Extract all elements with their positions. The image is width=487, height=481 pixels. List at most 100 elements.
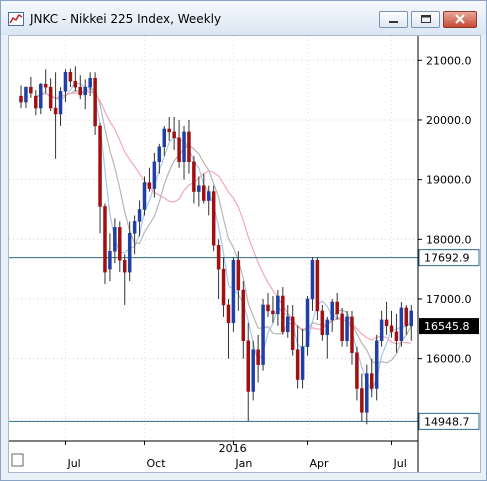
candle-up (206, 191, 211, 201)
horizontal-line-label: 14948.7 (424, 415, 470, 428)
candle-down (172, 131, 176, 139)
candle-down (340, 313, 344, 341)
grid (9, 36, 418, 441)
candle-down (384, 319, 389, 327)
candle-up (379, 319, 384, 341)
y-tick-label: 16000.0 (426, 353, 472, 366)
candle-up (113, 227, 117, 252)
candlestick-chart[interactable]: 15000.016000.017000.018000.019000.020000… (9, 36, 480, 472)
candle-down (34, 95, 38, 109)
candle-down (271, 310, 275, 315)
candle-down (48, 86, 53, 109)
close-button[interactable] (443, 11, 477, 28)
candle-down (221, 268, 226, 306)
candle-down (187, 131, 191, 162)
candle-up (142, 182, 147, 210)
candle-down (29, 86, 33, 94)
candle-down (290, 316, 295, 350)
candle-down (295, 349, 300, 380)
candle-down (404, 307, 409, 327)
y-tick-label: 18000.0 (426, 233, 472, 246)
price-labels: 17692.9 14948.7 16545.8 (418, 249, 480, 430)
candle-down (177, 137, 181, 162)
candle-up (197, 185, 201, 192)
candle-down (266, 304, 270, 312)
maximize-icon (421, 15, 431, 23)
candle-down (211, 191, 216, 246)
moving-averages (35, 82, 412, 393)
candle-down (147, 182, 152, 189)
y-axis: 15000.016000.017000.018000.019000.020000… (418, 54, 472, 425)
candle-up (325, 319, 330, 336)
candle-up (108, 250, 112, 270)
candle-down (19, 95, 23, 103)
candle-down (246, 340, 250, 392)
candle-up (409, 310, 414, 327)
candle-down (43, 83, 48, 88)
y-tick-label: 20000.0 (426, 114, 472, 127)
chart-area[interactable]: 15000.016000.017000.018000.019000.020000… (8, 35, 481, 473)
candle-up (157, 146, 162, 162)
chart-app-icon (8, 12, 24, 26)
last-price-label: 16545.8 (424, 320, 470, 333)
candle-down (360, 388, 364, 413)
candle-up (231, 259, 236, 324)
candle-up (39, 83, 43, 109)
ma-short-line (35, 82, 412, 393)
candle-up (251, 349, 255, 392)
candle-down (315, 259, 320, 312)
candle-down (394, 331, 399, 341)
candle-down (93, 77, 97, 127)
minimize-button[interactable] (379, 11, 408, 28)
candle-down (192, 161, 196, 192)
last-price-box (419, 318, 479, 335)
x-tick-label: Apr (310, 457, 330, 470)
candle-down (226, 304, 231, 324)
candle-up (137, 209, 142, 222)
candle-down (118, 227, 122, 261)
candle-up (162, 128, 167, 148)
y-tick-label: 19000.0 (426, 174, 472, 187)
horizontal-line-label-box (418, 249, 480, 267)
candle-up (24, 86, 28, 103)
candle-down (216, 245, 221, 270)
maximize-button[interactable] (411, 11, 440, 28)
candle-down (122, 259, 127, 273)
candle-up (63, 71, 68, 92)
candle-down (320, 310, 325, 336)
horizontal-line-label: 17692.9 (424, 252, 470, 265)
candle-up (182, 131, 186, 162)
candle-up (88, 77, 92, 88)
y-tick-label: 21000.0 (426, 54, 472, 67)
candle-up (399, 307, 404, 341)
x-tick-label: Jul (393, 457, 407, 470)
candle-down (350, 316, 354, 353)
ma-mid-line (35, 87, 412, 365)
candle-down (78, 86, 83, 96)
candle-down (73, 80, 78, 88)
x-tick-label: Jul (66, 457, 80, 470)
title-bar[interactable]: JNKC - Nikkei 225 Index, Weekly (1, 1, 486, 35)
candle-up (132, 221, 137, 234)
candle-down (202, 185, 206, 201)
candle-down (236, 259, 241, 291)
close-icon (455, 14, 465, 24)
scroll-box[interactable] (11, 453, 24, 467)
candle-down (335, 301, 339, 315)
candle-down (256, 349, 260, 365)
candle-up (305, 298, 310, 347)
x-axis: Jul Oct Jan Apr Jul 2016 (11, 441, 407, 470)
candle-up (276, 295, 280, 315)
x-tick-label: Oct (147, 457, 167, 470)
candle-up (330, 301, 334, 321)
candle-up (261, 304, 265, 365)
candle-down (167, 128, 171, 133)
candle-up (286, 316, 290, 333)
candle-up (152, 161, 157, 189)
candle-up (374, 340, 379, 389)
candle-down (53, 107, 58, 115)
candle-down (103, 206, 107, 273)
candle-up (58, 91, 63, 115)
candle-down (389, 325, 394, 333)
